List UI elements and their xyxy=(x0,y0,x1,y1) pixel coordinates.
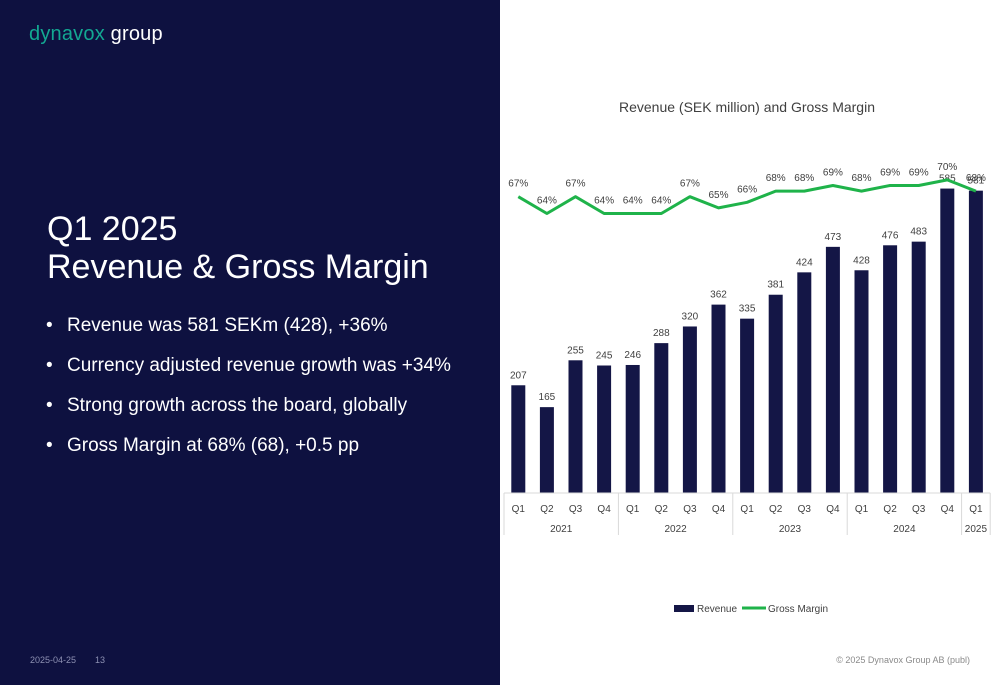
gross-margin-label: 67% xyxy=(508,179,528,190)
x-tick-label: Q4 xyxy=(826,504,840,515)
x-year-label: 2025 xyxy=(965,524,988,535)
x-tick-label: Q3 xyxy=(683,504,697,515)
x-tick-label: Q1 xyxy=(626,504,640,515)
revenue-bar xyxy=(797,272,812,493)
footer-page-number: 13 xyxy=(95,655,106,665)
bullet-list: Revenue was 581 SEKm (428), +36% Currenc… xyxy=(46,313,451,473)
revenue-bar xyxy=(768,294,783,493)
revenue-bar xyxy=(711,304,726,493)
logo-group-text: group xyxy=(110,23,163,45)
bullet-item: Revenue was 581 SEKm (428), +36% xyxy=(46,313,451,353)
x-year-label: 2022 xyxy=(664,524,687,535)
revenue-bar-label: 320 xyxy=(682,311,699,322)
legend-label-revenue: Revenue xyxy=(697,604,737,615)
revenue-bar xyxy=(940,188,955,494)
revenue-bar xyxy=(968,190,983,494)
x-tick-label: Q3 xyxy=(912,504,926,515)
x-tick-label: Q3 xyxy=(569,504,583,515)
slide-title: Q1 2025 Revenue & Gross Margin xyxy=(47,210,429,286)
gross-margin-label: 69% xyxy=(823,168,843,179)
logo-brand-text: dynavox xyxy=(29,23,105,45)
revenue-bar-label: 362 xyxy=(710,290,727,301)
line-layer: 67% 64% 67% 64% 64% 64% 67% 65% 66% 68% 68% 69% 68% 6… xyxy=(508,162,986,215)
x-tick-label: Q3 xyxy=(798,504,812,515)
gross-margin-label: 65% xyxy=(708,190,728,201)
chart-legend: Revenue Gross Margin xyxy=(674,604,828,615)
gross-margin-label: 69% xyxy=(880,168,900,179)
gross-margin-line xyxy=(517,178,977,215)
slide-title-line-2: Revenue & Gross Margin xyxy=(47,248,429,286)
bullet-item: Strong growth across the board, globally xyxy=(46,393,451,433)
revenue-bar-label: 381 xyxy=(767,280,784,291)
x-tick-label: Q4 xyxy=(712,504,726,515)
revenue-bar xyxy=(682,326,697,493)
x-tick-label: Q1 xyxy=(969,504,983,515)
revenue-bar-label: 207 xyxy=(510,370,527,381)
revenue-bar xyxy=(883,245,898,493)
revenue-margin-chart: Revenue (SEK million) and Gross Margin 2… xyxy=(503,99,991,615)
revenue-bar-label: 255 xyxy=(567,345,584,356)
gross-margin-label: 69% xyxy=(909,168,929,179)
gross-margin-label: 68% xyxy=(851,173,871,184)
legend-label-gross-margin: Gross Margin xyxy=(768,604,828,615)
revenue-bar-label: 483 xyxy=(910,227,927,238)
chart-title: Revenue (SEK million) and Gross Margin xyxy=(619,99,875,115)
footer-date: 2025-04-25 xyxy=(30,655,77,665)
gross-margin-label: 64% xyxy=(623,196,643,207)
revenue-bar xyxy=(511,385,526,493)
legend-swatch-revenue xyxy=(674,605,694,612)
dynavox-logo: dynavox group xyxy=(29,22,163,46)
bullet-item: Gross Margin at 68% (68), +0.5 pp xyxy=(46,433,451,473)
x-tick-label: Q1 xyxy=(740,504,754,515)
gross-margin-label: 68% xyxy=(966,173,986,184)
bars-layer: 207 165 255 245 246 288 320 362 335 381 424 473 428 4… xyxy=(510,174,985,494)
x-tick-label: Q2 xyxy=(540,504,554,515)
revenue-bar-label: 245 xyxy=(596,351,613,362)
gross-margin-label: 67% xyxy=(680,179,700,190)
revenue-bar xyxy=(911,241,926,493)
x-tick-label: Q4 xyxy=(597,504,611,515)
x-tick-label: Q4 xyxy=(941,504,955,515)
x-year-label: 2024 xyxy=(893,524,916,535)
slide-title-line-1: Q1 2025 xyxy=(47,210,178,248)
revenue-bar xyxy=(568,360,583,493)
x-year-label: 2021 xyxy=(550,524,573,535)
x-tick-label: Q1 xyxy=(512,504,526,515)
x-tick-label: Q2 xyxy=(655,504,669,515)
revenue-bar-label: 476 xyxy=(882,230,899,241)
revenue-bar-label: 424 xyxy=(796,257,813,268)
revenue-bar xyxy=(740,318,755,493)
revenue-bar xyxy=(825,246,840,493)
gross-margin-label: 70% xyxy=(937,162,957,173)
x-tick-label: Q1 xyxy=(855,504,869,515)
revenue-bar xyxy=(854,270,869,493)
bullet-item: Currency adjusted revenue growth was +34… xyxy=(46,353,451,393)
revenue-bar-label: 473 xyxy=(825,232,842,243)
revenue-bar xyxy=(597,365,612,493)
revenue-bar xyxy=(654,343,669,493)
revenue-bar-label: 581 xyxy=(968,176,985,187)
left-panel: dynavox group Q1 2025 Revenue & Gross Ma… xyxy=(0,0,500,685)
gross-margin-label: 64% xyxy=(594,196,614,207)
revenue-bar-label: 428 xyxy=(853,255,870,266)
gross-margin-label: 64% xyxy=(537,196,557,207)
x-tick-label: Q2 xyxy=(883,504,897,515)
revenue-bar-label: 165 xyxy=(539,392,556,403)
x-axis: Q1 Q2 Q3 Q4 Q1 Q2 Q3 Q4 Q1 Q2 Q3 Q4 Q1 Q2 Q3 Q4 Q1 2021 20… xyxy=(503,492,991,535)
x-year-label: 2023 xyxy=(779,524,802,535)
revenue-bar-label: 288 xyxy=(653,328,670,339)
revenue-bar xyxy=(625,364,640,493)
revenue-bar xyxy=(539,407,554,493)
revenue-bar-label: 246 xyxy=(624,350,641,361)
gross-margin-label: 67% xyxy=(565,179,585,190)
x-tick-label: Q2 xyxy=(769,504,783,515)
gross-margin-label: 68% xyxy=(766,173,786,184)
footer-copyright: © 2025 Dynavox Group AB (publ) xyxy=(836,655,970,665)
gross-margin-label: 64% xyxy=(651,196,671,207)
gross-margin-label: 68% xyxy=(794,173,814,184)
gross-margin-label: 66% xyxy=(737,184,757,195)
revenue-bar-label: 335 xyxy=(739,304,756,315)
